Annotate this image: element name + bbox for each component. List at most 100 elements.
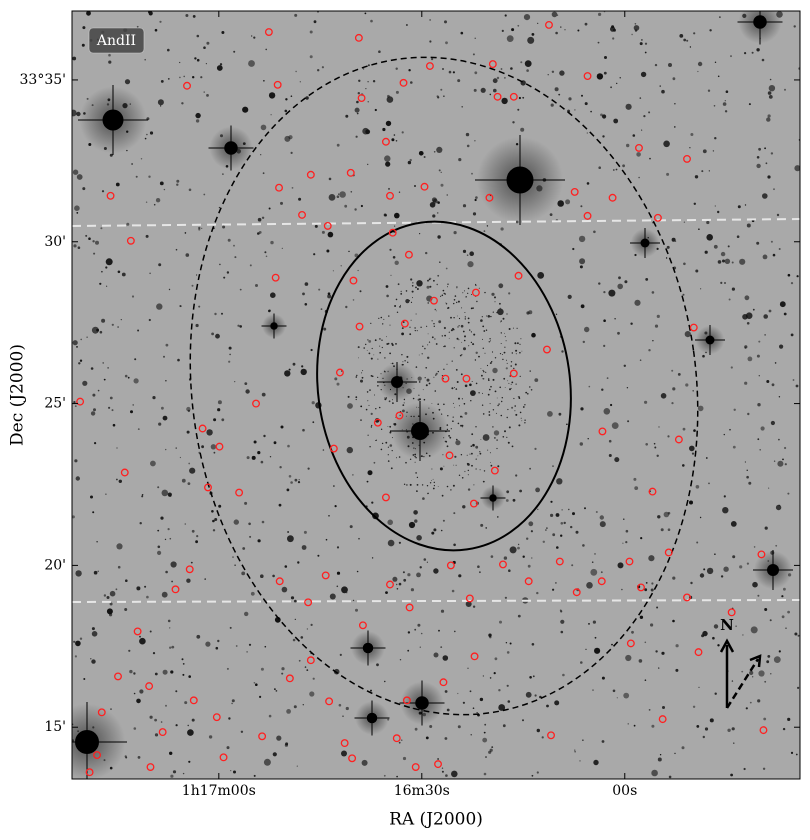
candidate-star <box>583 211 592 220</box>
background-star <box>783 587 786 591</box>
background-star <box>566 423 568 426</box>
background-star <box>752 676 754 678</box>
background-star <box>654 63 658 67</box>
background-star <box>779 301 786 308</box>
background-star <box>737 205 741 209</box>
background-star <box>662 706 665 709</box>
background-star <box>304 666 307 668</box>
background-star <box>797 634 800 637</box>
candidate-star <box>386 191 394 200</box>
background-star <box>109 602 113 606</box>
background-star <box>608 289 616 297</box>
background-star <box>242 547 246 550</box>
background-star <box>722 102 727 106</box>
galaxy-star <box>456 301 458 304</box>
candidate-star <box>689 323 698 332</box>
galaxy-star <box>368 404 370 406</box>
galaxy-star <box>448 337 450 339</box>
background-star <box>634 299 641 306</box>
background-star <box>149 131 154 135</box>
galaxy-star <box>470 341 473 344</box>
background-star <box>105 258 113 266</box>
background-star <box>270 114 272 116</box>
galaxy-star <box>471 381 473 382</box>
galaxy-star <box>415 366 418 368</box>
background-star <box>160 516 164 520</box>
background-star <box>610 403 613 407</box>
background-star <box>345 706 349 711</box>
background-star <box>555 313 558 315</box>
background-star <box>232 556 234 558</box>
galaxy-star <box>380 316 383 319</box>
galaxy-star <box>513 397 515 400</box>
background-star <box>709 29 712 32</box>
galaxy-star <box>456 315 458 317</box>
background-star <box>591 561 594 563</box>
candidate-star <box>493 92 502 101</box>
galaxy-star <box>435 343 438 345</box>
galaxy-star <box>414 461 416 463</box>
background-star <box>171 645 175 649</box>
background-star <box>779 344 784 349</box>
background-star <box>475 445 479 449</box>
east-arrow-head <box>749 654 762 668</box>
background-star <box>74 205 80 211</box>
background-star <box>624 280 628 284</box>
background-star <box>523 14 531 21</box>
background-star <box>657 515 661 519</box>
background-star <box>453 543 456 547</box>
background-star <box>785 627 787 629</box>
galaxy-star <box>367 400 369 402</box>
galaxy-star <box>452 327 454 330</box>
background-star <box>736 235 740 238</box>
background-star <box>626 387 629 389</box>
background-star <box>466 254 469 256</box>
background-star <box>602 114 607 119</box>
background-star <box>74 405 77 407</box>
background-star <box>137 756 141 759</box>
background-star <box>464 470 466 473</box>
background-star <box>167 528 170 531</box>
galaxy-star <box>506 416 508 419</box>
background-star <box>467 488 471 491</box>
background-star <box>501 97 508 105</box>
background-star <box>457 79 461 83</box>
background-star <box>724 258 731 264</box>
background-star <box>668 63 672 67</box>
background-star <box>457 725 461 729</box>
galaxy-star <box>473 484 475 486</box>
background-star <box>303 530 307 534</box>
galaxy-star <box>400 304 401 306</box>
background-star <box>535 487 540 493</box>
background-star <box>623 692 630 699</box>
galaxy-star <box>506 362 508 364</box>
background-star <box>394 260 399 265</box>
background-star <box>442 68 444 70</box>
background-star <box>154 28 158 32</box>
background-star <box>531 643 535 646</box>
galaxy-star <box>460 454 463 456</box>
galaxy-star <box>391 344 394 346</box>
background-star <box>158 422 162 426</box>
background-star <box>284 565 288 568</box>
background-star <box>584 102 588 106</box>
background-star <box>778 396 781 398</box>
background-star <box>394 212 400 219</box>
background-star <box>492 78 498 84</box>
background-star <box>594 553 596 555</box>
background-star <box>338 193 340 195</box>
background-star <box>476 712 478 714</box>
galaxy-star <box>507 441 510 444</box>
galaxy-star <box>524 419 526 421</box>
background-star <box>115 588 118 591</box>
galaxy-star <box>481 404 484 406</box>
galaxy-star <box>490 385 492 388</box>
galaxy-star <box>527 393 529 395</box>
galaxy-star <box>491 361 493 363</box>
candidate-star <box>204 483 212 492</box>
background-star <box>658 667 660 669</box>
galaxy-star <box>456 337 459 340</box>
candidate-star <box>469 499 478 508</box>
galaxy-star <box>375 439 377 441</box>
galaxy-star <box>440 295 442 297</box>
